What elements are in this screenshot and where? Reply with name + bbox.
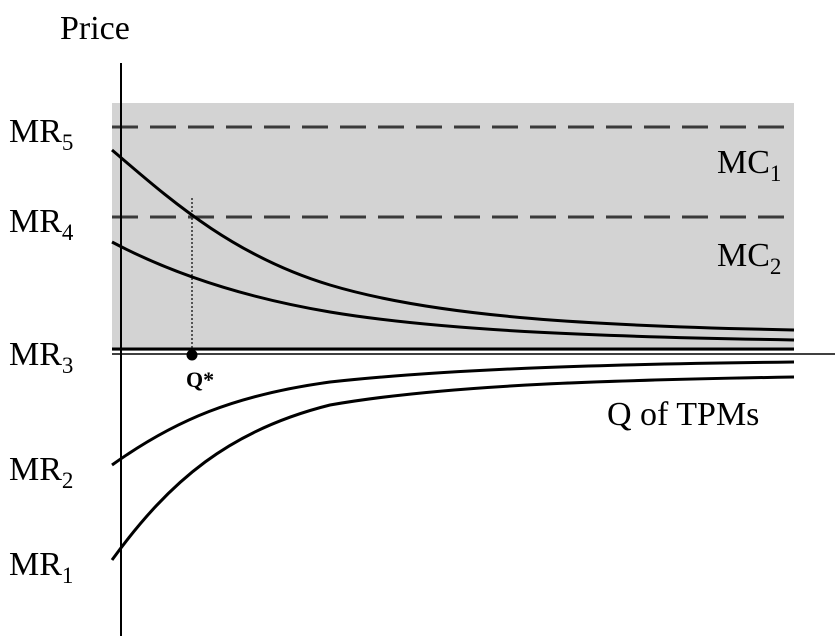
upper-curve-2 — [111, 240, 795, 342]
mr2-label-sub: 2 — [62, 468, 74, 493]
mr3-label-sub: 3 — [62, 353, 74, 378]
mc2-label-base: MC — [717, 237, 770, 274]
mc1-label: MC1 — [717, 144, 781, 186]
mc2-label-sub: 2 — [770, 254, 782, 279]
mr4-label-sub: 4 — [62, 220, 74, 245]
mc1-label-base: MC — [717, 144, 770, 181]
mc1-label-sub: 1 — [770, 161, 782, 186]
y-axis-label: Price — [60, 10, 130, 47]
mr1-label: MR1 — [9, 546, 73, 588]
lower-curve-mr1 — [110, 375, 795, 561]
mr1-label-base: MR — [9, 546, 62, 583]
mr5-label-base: MR — [9, 113, 62, 150]
q-star-label: Q* — [186, 367, 214, 392]
mr3-label: MR3 — [9, 336, 73, 378]
mc2-label: MC2 — [717, 237, 781, 279]
mr2-label: MR2 — [9, 451, 73, 493]
x-axis-label: Q of TPMs — [607, 396, 759, 433]
mr1-label-sub: 1 — [62, 563, 74, 588]
mr5-label: MR5 — [9, 113, 73, 155]
upper-curve-1 — [111, 148, 795, 332]
mr4-label: MR4 — [9, 203, 74, 245]
mr5-label-sub: 5 — [62, 130, 74, 155]
mr3-label-base: MR — [9, 336, 62, 373]
mr2-label-base: MR — [9, 451, 62, 488]
shaded-region — [112, 103, 794, 351]
mr4-label-base: MR — [9, 203, 62, 240]
lower-curve-mr2 — [111, 360, 795, 467]
q-star-point — [186, 349, 198, 361]
